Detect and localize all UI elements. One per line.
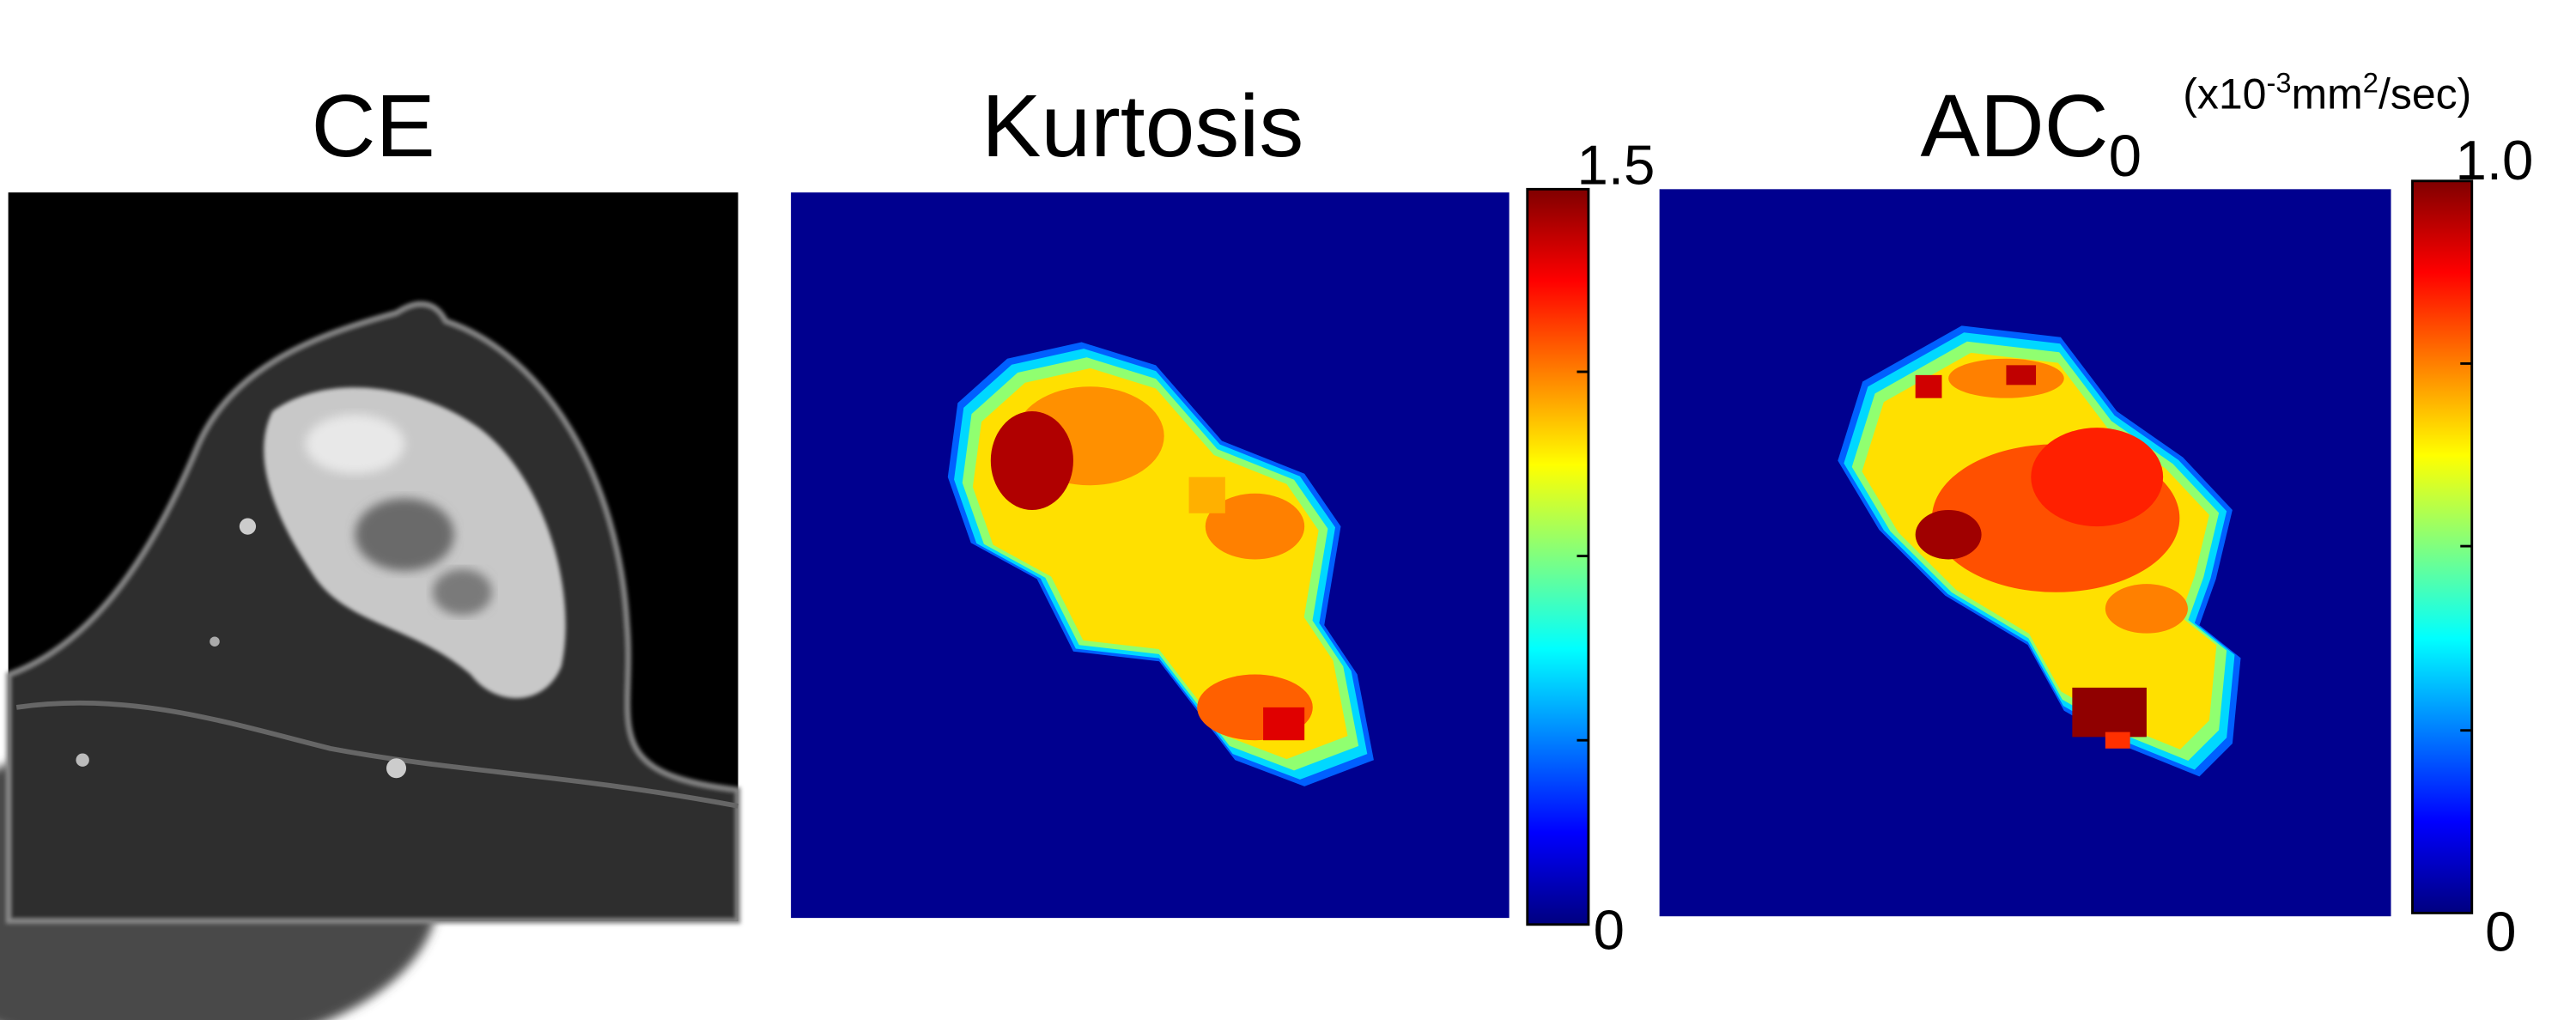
colorbar-max-label: 1.5 <box>1577 134 1655 197</box>
colorbar: 1.5 0 <box>1526 134 1655 962</box>
unit-label: (x10-3mm2/sec) <box>2183 66 2471 118</box>
title-subscript: 0 <box>2109 122 2142 189</box>
unit-part: 2 <box>2363 66 2379 98</box>
panel-title: CE <box>311 76 434 175</box>
colorbar-min-label: 0 <box>1594 899 1625 962</box>
panel-title: Kurtosis <box>981 76 1303 175</box>
unit-part: (x10 <box>2183 70 2266 118</box>
kurtosis-map <box>791 192 1510 919</box>
colorbar: 1.0 0 <box>2411 129 2534 963</box>
panel-title: ADC0 <box>1920 76 2142 189</box>
colorbar-max-label: 1.0 <box>2456 129 2534 191</box>
title-main: ADC <box>1920 76 2108 175</box>
colorbar-min-label: 0 <box>2485 901 2516 963</box>
ce-image <box>0 192 741 1020</box>
adc-map <box>1659 189 2391 917</box>
unit-part: -3 <box>2266 66 2291 98</box>
unit-part: mm <box>2292 70 2363 118</box>
figure-content: CE Kurtosis ADC0 (x10-3mm2/sec) <box>0 66 2533 1020</box>
unit-part: /sec) <box>2379 70 2471 118</box>
